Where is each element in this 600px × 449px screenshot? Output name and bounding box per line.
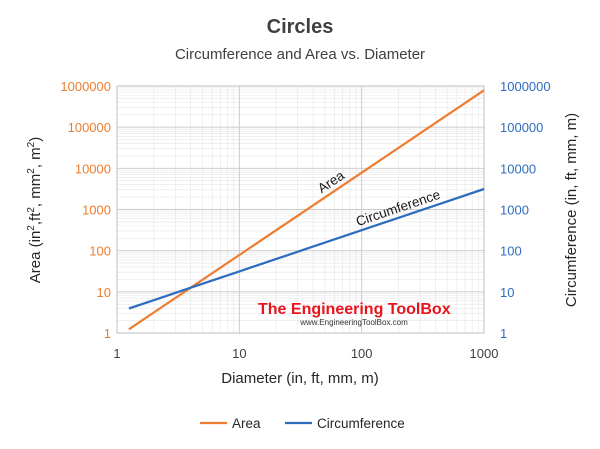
y-left-tick-label: 10000 <box>75 161 111 176</box>
series-line-circumference <box>128 187 485 310</box>
y-axis-left-label-part: , m <box>27 147 44 168</box>
x-tick-label: 1 <box>113 346 120 361</box>
x-axis-label: Diameter (in, ft, mm, m) <box>221 370 379 387</box>
x-tick-label: 100 <box>351 346 373 361</box>
plot-border <box>116 85 485 334</box>
y-axis-left-label-part: 2 <box>26 141 37 147</box>
legend: Area Circumference <box>200 416 405 431</box>
tick-labels: 1 10 100 1000110100100010000100000100000011… <box>60 79 550 361</box>
legend-label-circumference: Circumference <box>317 416 405 431</box>
y-axis-right-label: Circumference (in, ft, mm, m) <box>563 113 580 307</box>
x-tick-label: 1000 <box>470 346 499 361</box>
chart-title: Circles <box>267 16 334 38</box>
watermark-url: www.EngineeringToolBox.com <box>299 318 408 327</box>
y-right-tick-label: 100000 <box>500 120 543 135</box>
y-axis-left-label-part: 2 <box>26 207 37 213</box>
watermark: The Engineering ToolBox www.EngineeringT… <box>258 301 451 327</box>
y-left-tick-label: 100 <box>89 244 111 259</box>
y-axis-left-label-part: Area (in <box>27 231 44 284</box>
y-right-tick-label: 1 <box>500 326 507 341</box>
y-left-tick-label: 100000 <box>68 120 111 135</box>
y-right-tick-label: 10 <box>500 285 514 300</box>
grid-lines <box>116 85 485 334</box>
y-left-tick-label: 10 <box>97 285 111 300</box>
y-right-tick-label: 100 <box>500 244 522 259</box>
y-left-tick-label: 1000000 <box>60 79 111 94</box>
y-axis-left-label-part: ) <box>27 137 44 142</box>
series-line-area <box>128 89 485 331</box>
watermark-title: The Engineering ToolBox <box>258 301 451 318</box>
y-axis-left-label-part: 2 <box>26 225 37 231</box>
series-lines <box>128 89 485 331</box>
y-right-tick-label: 1000 <box>500 203 529 218</box>
y-axis-left-label: Area (in2,ft2, mm2, m2) <box>26 137 44 283</box>
y-left-tick-label: 1000 <box>82 203 111 218</box>
y-right-tick-label: 10000 <box>500 161 536 176</box>
legend-label-area: Area <box>232 416 261 431</box>
y-left-tick-label: 1 <box>104 326 111 341</box>
chart-subtitle: Circumference and Area vs. Diameter <box>175 46 425 63</box>
y-axis-left-label-part: 2 <box>26 168 37 174</box>
x-tick-label: 10 <box>232 346 246 361</box>
y-axis-left-label-part: ,ft <box>27 212 44 225</box>
y-right-tick-label: 1000000 <box>500 79 551 94</box>
y-axis-left-label-part: , mm <box>27 174 44 207</box>
